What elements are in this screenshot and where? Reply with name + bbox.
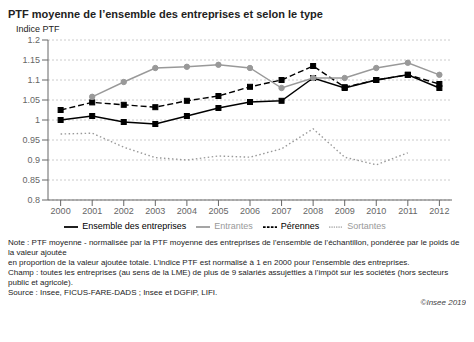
html-text:Pérennes: Pérennes bbox=[280, 221, 320, 232]
svg-text:2009: 2009 bbox=[335, 206, 355, 216]
html-text:Sortantes: Sortantes bbox=[347, 221, 386, 232]
html-text:©Insee 2019: ©Insee 2019 bbox=[420, 298, 466, 307]
svg-text:2007: 2007 bbox=[272, 206, 292, 216]
html-text:Ensemble des entreprises: Ensemble des entreprises bbox=[82, 221, 187, 232]
svg-text:0.9: 0.9 bbox=[27, 155, 40, 165]
svg-text:1.1: 1.1 bbox=[27, 75, 40, 85]
svg-text:2003: 2003 bbox=[145, 206, 165, 216]
svg-text:2001: 2001 bbox=[82, 206, 102, 216]
html-text:PTF moyenne de l’ensemble des: PTF moyenne de l’ensemble des entreprise… bbox=[8, 8, 323, 20]
svg-text:2011: 2011 bbox=[398, 206, 417, 216]
html-text:Champ : toutes les entreprises: Champ : toutes les entreprises (au sens … bbox=[8, 268, 449, 287]
html-text:Source : Insee, FICUS-FARE-DAD: Source : Insee, FICUS-FARE-DADS ; Insee … bbox=[8, 288, 218, 297]
svg-text:2012: 2012 bbox=[429, 206, 449, 216]
svg-text:2000: 2000 bbox=[51, 206, 71, 216]
svg-text:2010: 2010 bbox=[366, 206, 386, 216]
svg-text:1.05: 1.05 bbox=[22, 95, 40, 105]
html-text:Entrantes: Entrantes bbox=[214, 221, 253, 232]
svg-text:0.8: 0.8 bbox=[27, 195, 40, 205]
html-text:Indice PTF: Indice PTF bbox=[16, 24, 60, 34]
svg-text:0.95: 0.95 bbox=[22, 135, 40, 145]
svg-text:2004: 2004 bbox=[177, 206, 197, 216]
svg-text:2008: 2008 bbox=[303, 206, 323, 216]
svg-text:2005: 2005 bbox=[208, 206, 228, 216]
html-text:Note : PTF moyenne - normalisé: Note : PTF moyenne - normalisée par la P… bbox=[8, 238, 460, 257]
svg-text:1: 1 bbox=[35, 115, 40, 125]
svg-text:0.85: 0.85 bbox=[22, 175, 40, 185]
svg-text:2002: 2002 bbox=[114, 206, 134, 216]
html-text:en proportion de la valeur ajo: en proportion de la valeur ajoutée total… bbox=[8, 258, 410, 267]
svg-text:1.15: 1.15 bbox=[22, 55, 40, 65]
svg-text:1.2: 1.2 bbox=[27, 35, 40, 45]
svg-text:2006: 2006 bbox=[240, 206, 260, 216]
